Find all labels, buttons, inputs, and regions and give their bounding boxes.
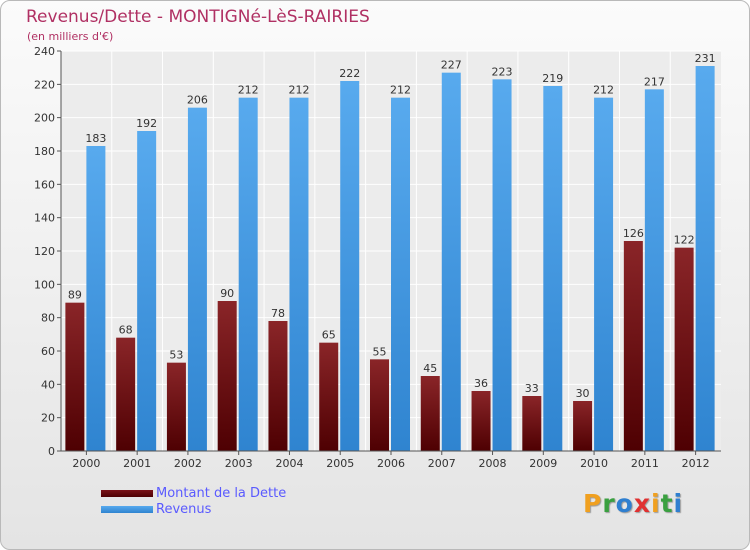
y-tick-label: 100 [34,278,55,291]
x-tick-label: 2010 [580,457,608,470]
proxiti-logo: Proxiti [583,489,683,518]
x-tick-label: 2007 [428,457,456,470]
x-tick-label: 2012 [682,457,710,470]
bar-debt-2007 [420,376,440,451]
data-label-revenus-2005: 222 [339,67,360,80]
y-tick-label: 40 [41,378,55,391]
data-label-revenus-2006: 212 [390,84,411,97]
data-label-revenus-2011: 217 [644,75,665,88]
data-label-debt-2004: 78 [271,307,285,320]
y-tick-label: 240 [34,45,55,58]
bar-debt-2001 [116,337,136,451]
bar-revenus-2009 [543,86,563,451]
bars-layer: 89 183 68 192 53 206 90 212 78 212 65 222 55 212 45 227… [65,52,716,452]
bar-debt-2005 [319,342,339,451]
data-label-revenus-2007: 227 [441,59,462,72]
data-label-revenus-2009: 219 [542,72,563,85]
bar-debt-2011 [623,241,643,451]
logo-letter: i [673,489,684,518]
chart-subtitle: (en milliers d'€) [27,30,114,43]
y-tick-label: 60 [41,345,55,358]
data-label-debt-2012: 122 [674,234,695,247]
logo-letter: o [615,489,634,518]
data-label-debt-2007: 45 [423,362,437,375]
data-label-debt-2009: 33 [525,382,539,395]
x-tick-label: 2004 [275,457,303,470]
data-label-debt-2000: 89 [68,289,82,302]
data-label-revenus-2003: 212 [238,84,259,97]
logo-letter: x [633,489,651,518]
bar-revenus-2011 [644,89,664,451]
y-tick-label: 220 [34,78,55,91]
bar-debt-2006 [370,359,389,451]
legend-swatch-debt [101,490,153,497]
x-tick-label: 2005 [326,457,354,470]
data-label-debt-2003: 90 [220,287,234,300]
bar-debt-2008 [471,391,491,451]
bar-revenus-2012 [695,66,715,451]
bar-debt-2004 [268,321,288,451]
data-label-debt-2008: 36 [474,377,488,390]
bar-debt-2000 [65,302,85,451]
logo-letter: i [651,489,661,518]
bar-debt-2010 [573,401,593,451]
legend-swatch-revenus [101,506,153,513]
data-label-revenus-2010: 212 [593,84,614,97]
bar-debt-2012 [674,247,694,451]
bar-revenus-2004 [289,97,309,452]
data-label-debt-2011: 126 [623,227,644,240]
data-label-debt-2010: 30 [576,387,590,400]
data-label-debt-2006: 55 [373,345,387,358]
bar-revenus-2005 [340,81,360,451]
bar-revenus-2007 [441,72,461,452]
bar-debt-2009 [522,396,542,451]
x-tick-label: 2003 [225,457,253,470]
bar-revenus-2002 [187,107,207,452]
chart-title: Revenus/Dette - MONTIGNé-LèS-RAIRIES [26,7,370,27]
bar-revenus-2001 [137,131,157,451]
x-tick-label: 2006 [377,457,405,470]
data-label-revenus-2012: 231 [695,52,716,65]
bar-revenus-2006 [391,97,410,452]
bar-revenus-2003 [238,97,258,452]
logo-letter: P [583,489,603,518]
bar-revenus-2010 [594,97,614,452]
bar-revenus-2000 [86,146,106,451]
data-label-revenus-2008: 223 [492,65,513,78]
y-tick-label: 140 [34,212,55,225]
y-tick-label: 180 [34,145,55,158]
data-label-debt-2001: 68 [119,324,133,337]
legend-label-debt: Montant de la Dette [156,486,287,501]
bar-debt-2002 [166,362,186,451]
x-tick-label: 2001 [123,457,151,470]
legend-label-revenus: Revenus [156,502,212,517]
data-label-debt-2005: 65 [322,329,336,342]
x-tick-label: 2002 [174,457,202,470]
logo-letter: t [660,489,674,518]
y-tick-label: 20 [41,412,55,425]
data-label-revenus-2001: 192 [136,117,157,130]
y-tick-label: 0 [48,445,55,458]
y-tick-label: 160 [34,178,55,191]
y-tick-label: 120 [34,245,55,258]
x-tick-label: 2008 [479,457,507,470]
y-tick-label: 200 [34,112,55,125]
bar-revenus-2008 [492,79,512,451]
data-label-revenus-2004: 212 [288,84,309,97]
logo-letter: r [602,489,616,518]
data-label-revenus-2000: 183 [85,132,106,145]
y-tick-label: 80 [41,312,55,325]
x-tick-label: 2011 [631,457,659,470]
x-tick-label: 2000 [72,457,100,470]
data-label-revenus-2002: 206 [187,94,208,107]
x-tick-label: 2009 [529,457,557,470]
data-label-debt-2002: 53 [169,349,183,362]
axis-layer: 0 20 40 60 80 100 120 140 160 180 200 220 240 2000 200… [34,45,721,470]
bar-debt-2003 [217,301,237,451]
